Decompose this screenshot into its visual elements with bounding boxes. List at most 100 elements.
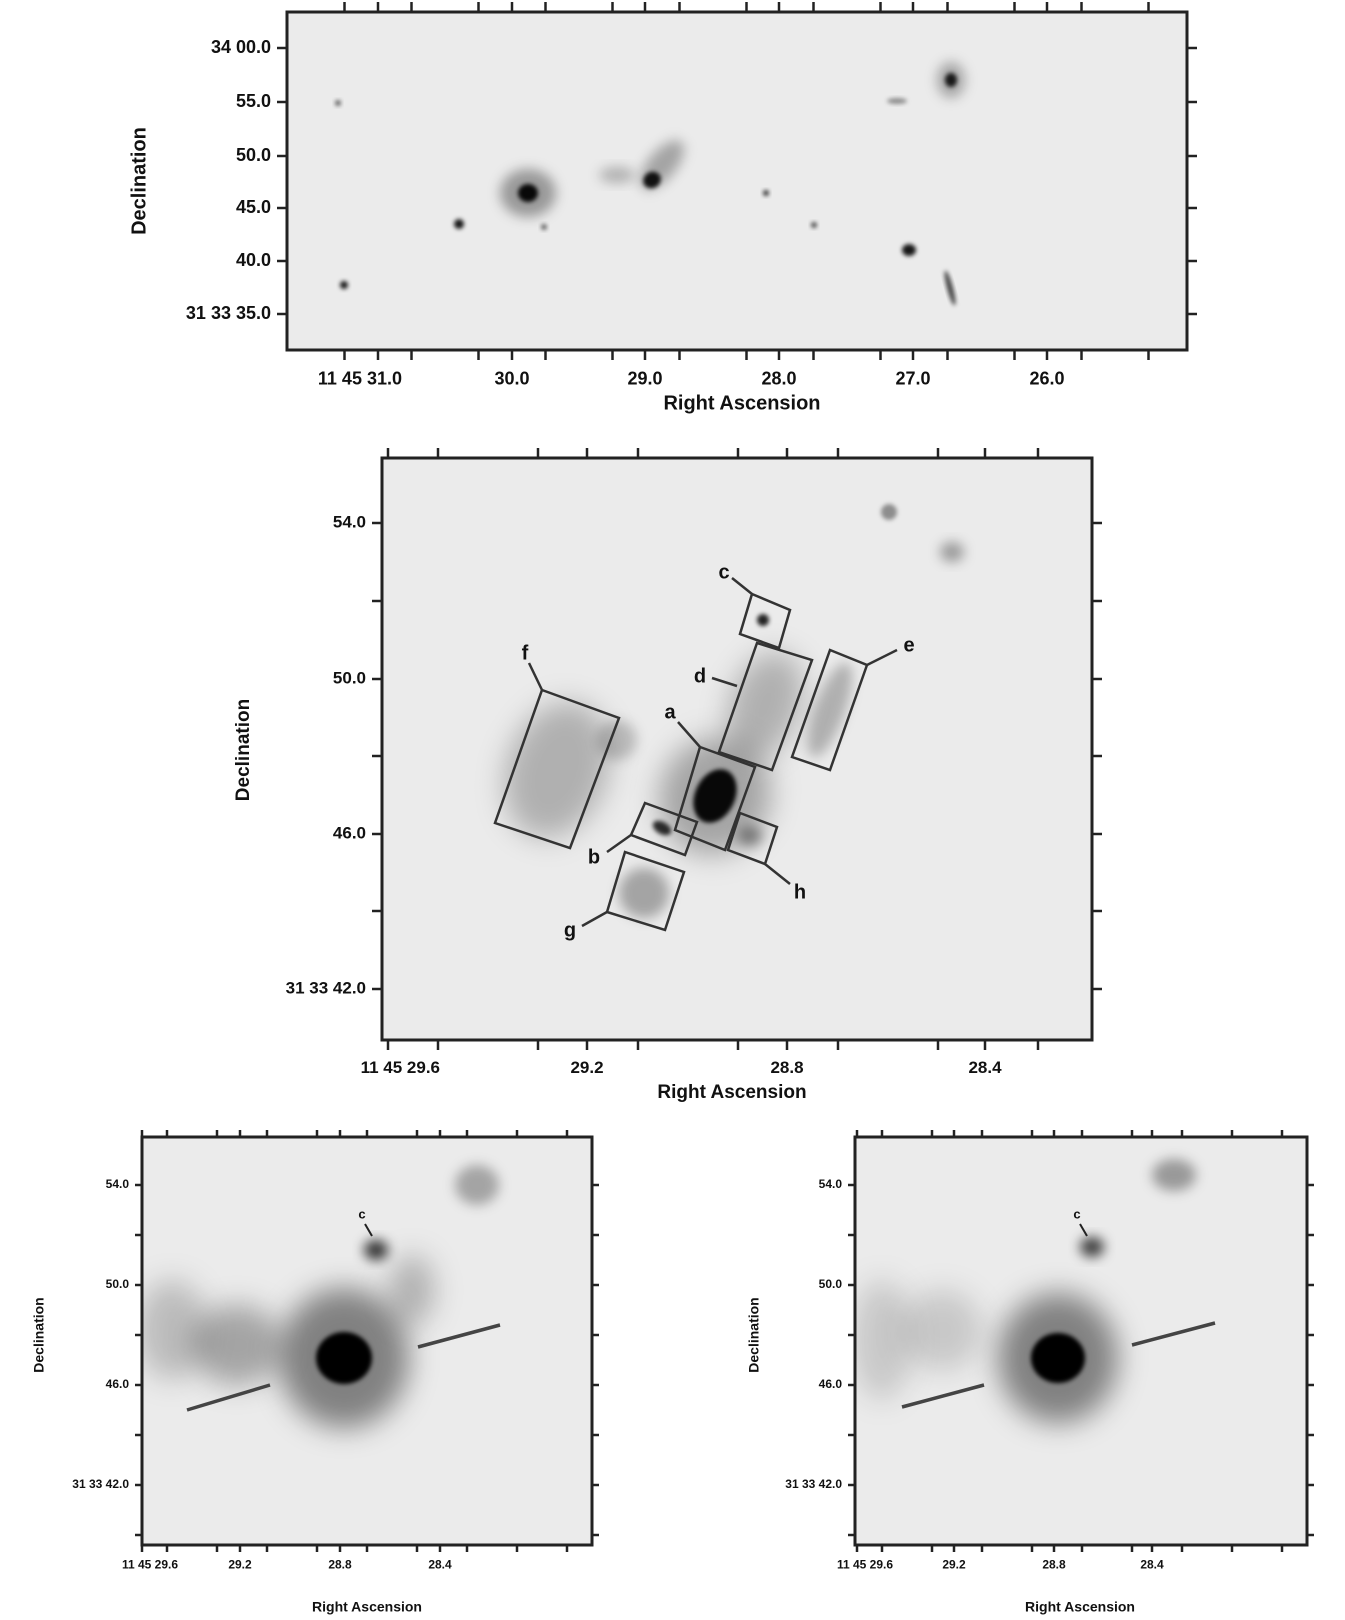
x-tick-label: 30.0 <box>494 369 529 389</box>
x-axis-label: Right Ascension <box>663 392 820 414</box>
y-tick-label: 54.0 <box>333 512 366 531</box>
region-label: a <box>664 701 676 723</box>
region-label: c <box>718 561 729 583</box>
y-tick-label: 50.0 <box>236 145 271 165</box>
source <box>619 868 669 918</box>
source <box>340 281 348 289</box>
source <box>500 169 556 217</box>
region-box <box>629 801 699 857</box>
x-axis-label: Right Ascension <box>657 1082 806 1103</box>
regions: a b c d e f g h <box>493 561 915 941</box>
x-tick-label: 11 45 29.6 <box>837 1557 893 1571</box>
figure-body: 34 00.0 55.0 50.0 45.0 40.0 31 33 35.0 11 45 3… <box>31 2 1314 1615</box>
source <box>940 542 964 562</box>
region-box <box>493 688 621 850</box>
source <box>855 1280 912 1400</box>
source <box>599 167 635 183</box>
panel: 54.0 50.0 46.0 31 33 42.0 11 45 29.6 29.2 28.8… <box>746 1130 1314 1615</box>
source <box>142 1280 207 1380</box>
leader-line <box>764 863 791 885</box>
source <box>811 222 817 228</box>
source <box>192 1305 282 1385</box>
source <box>763 190 769 196</box>
x-tick-label: 28.4 <box>428 1557 452 1571</box>
x-tick-label: 28.0 <box>761 369 796 389</box>
x-tick-label: 28.8 <box>328 1557 352 1571</box>
source <box>944 270 956 306</box>
x-tick-label: 11 45 31.0 <box>318 369 402 389</box>
x-tick-label: 28.4 <box>1140 1557 1164 1571</box>
slit-line <box>1131 1321 1216 1347</box>
source <box>902 244 916 256</box>
panel: 54.0 50.0 46.0 31 33 42.0 11 45 29.6 29.2 28.8… <box>233 448 1102 1103</box>
x-axis-label: Right Ascension <box>312 1599 422 1615</box>
y-tick-label: 50.0 <box>819 1277 843 1291</box>
source <box>998 1293 1118 1423</box>
source <box>279 1288 409 1428</box>
x-tick-label: 29.2 <box>228 1557 252 1571</box>
y-tick-label: 46.0 <box>819 1377 843 1391</box>
x-tick-label: 29.2 <box>570 1058 603 1077</box>
slit-line <box>186 1383 271 1412</box>
y-tick-label: 31 33 42.0 <box>72 1477 129 1491</box>
x-tick-label: 28.8 <box>770 1058 803 1077</box>
panel: 54.0 50.0 46.0 31 33 42.0 11 45 29.6 29.2 28.8… <box>31 1130 599 1615</box>
x-tick-label: 28.8 <box>1042 1557 1066 1571</box>
region-label: b <box>588 846 600 868</box>
source-label: c <box>1073 1206 1080 1221</box>
source <box>937 62 965 98</box>
leader-line <box>731 577 753 595</box>
slit-line <box>901 1383 985 1409</box>
region-box <box>605 850 686 932</box>
y-tick-label: 45.0 <box>236 197 271 217</box>
sky-image <box>855 1159 1196 1423</box>
source <box>652 820 672 836</box>
source <box>335 100 341 106</box>
leader-line <box>527 662 544 691</box>
source <box>504 702 610 838</box>
sky-image <box>142 1165 499 1428</box>
y-tick-label: 50.0 <box>333 668 366 687</box>
y-axis-label: Declination <box>746 1297 762 1372</box>
source <box>807 662 853 758</box>
source <box>1080 1237 1104 1257</box>
source <box>902 1290 982 1370</box>
source <box>659 736 771 856</box>
sky-image <box>504 504 964 918</box>
region-label: f <box>522 642 529 664</box>
source <box>454 219 464 229</box>
y-tick-label: 40.0 <box>236 250 271 270</box>
region-box <box>738 592 792 650</box>
region-label: e <box>903 634 914 656</box>
source <box>390 1255 434 1325</box>
region-label: g <box>564 919 576 941</box>
source <box>887 98 907 104</box>
x-tick-label: 28.4 <box>968 1058 1002 1077</box>
annotations: c <box>901 1206 1216 1409</box>
y-axis-label: Declination <box>128 127 150 235</box>
region-box <box>790 648 869 772</box>
region-box <box>673 745 757 852</box>
source <box>738 826 762 846</box>
leader-line <box>711 676 738 688</box>
y-tick-label: 34 00.0 <box>211 37 271 57</box>
y-tick-label: 55.0 <box>236 91 271 111</box>
leader-line <box>677 721 701 748</box>
frame <box>285 10 1189 352</box>
source <box>757 614 769 626</box>
annotations: c <box>186 1206 501 1412</box>
x-axis-label: Right Ascension <box>1025 1599 1135 1615</box>
leader-line <box>606 833 632 854</box>
x-tick-label: 27.0 <box>895 369 930 389</box>
leader-line <box>581 910 608 928</box>
source <box>727 651 803 759</box>
source <box>639 140 685 190</box>
sky-image <box>335 62 965 306</box>
source <box>881 504 897 520</box>
y-tick-label: 46.0 <box>106 1377 130 1391</box>
y-tick-label: 50.0 <box>106 1277 130 1291</box>
panel: 34 00.0 55.0 50.0 45.0 40.0 31 33 35.0 11 45 3… <box>128 2 1197 414</box>
source <box>1152 1159 1196 1191</box>
source <box>455 1165 499 1205</box>
y-tick-label: 46.0 <box>333 823 366 842</box>
